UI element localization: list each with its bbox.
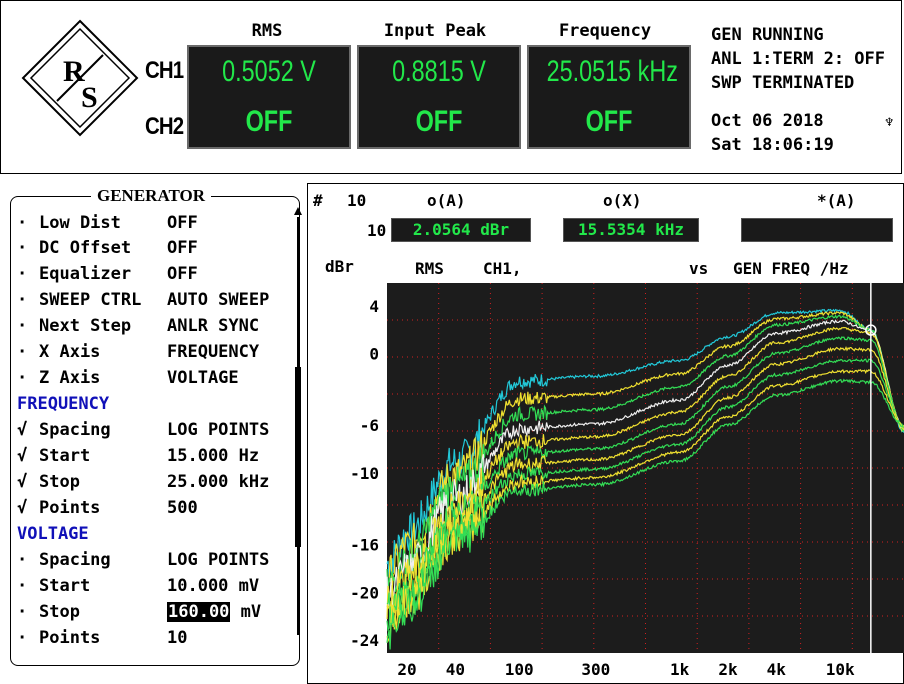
x-tick-label: 300	[581, 660, 610, 679]
status-sweep: SWP TERMINATED	[711, 71, 885, 95]
y-tick-label: -20	[350, 583, 379, 602]
x-tick-label: 10k	[826, 660, 855, 679]
scroll-up-arrow-icon[interactable]	[294, 207, 302, 215]
bullet-icon: ·	[17, 238, 33, 258]
x-tick-label: 2k	[718, 660, 738, 679]
y-tick-label: 0	[369, 345, 379, 364]
status-time: Sat 18:06:19	[711, 133, 885, 157]
rms-ch2-value: OFF	[207, 105, 332, 139]
frequency-title: Frequency	[525, 21, 685, 41]
frequency-display: 25.0515 kHz OFF	[527, 45, 691, 149]
generator-title: GENERATOR	[91, 186, 211, 206]
volt-stop-edit-field[interactable]: 160.00	[167, 602, 230, 622]
bullet-icon: ·	[17, 602, 33, 622]
check-icon: √	[17, 472, 33, 492]
rms-display: 0.5052 V OFF	[187, 45, 351, 149]
frequency-ch2-value: OFF	[547, 105, 672, 139]
sweep-plot[interactable]: 40-6-10-16-20-2420401003001k2k4k10k30k	[307, 183, 904, 684]
status-date: Oct 06 2018	[711, 109, 885, 133]
ch1-label: CH1	[145, 57, 183, 85]
status-anl: ANL 1:TERM 2: OFF	[711, 47, 885, 71]
section-voltage: VOLTAGE	[17, 524, 89, 544]
bullet-icon: ·	[17, 368, 33, 388]
x-tick-label: 1k	[670, 660, 690, 679]
mouse-icon: ♆	[885, 115, 893, 131]
input-peak-ch2-value: OFF	[377, 105, 502, 139]
bullet-icon: ·	[17, 290, 33, 310]
y-tick-label: -24	[350, 631, 379, 650]
status-panel: GEN RUNNING ANL 1:TERM 2: OFF SWP TERMIN…	[711, 23, 885, 157]
bullet-icon: ·	[17, 213, 33, 233]
input-peak-title: Input Peak	[355, 21, 515, 41]
bullet-icon: ·	[17, 342, 33, 362]
svg-text:S: S	[81, 81, 98, 114]
x-tick-label: 100	[505, 660, 534, 679]
rs-logo-icon: R S	[21, 19, 139, 137]
check-icon: √	[17, 420, 33, 440]
check-icon: √	[17, 498, 33, 518]
y-tick-label: -16	[350, 536, 379, 555]
y-tick-label: -10	[350, 464, 379, 483]
bullet-icon: ·	[17, 628, 33, 648]
bullet-icon: ·	[17, 550, 33, 570]
generator-scrollbar[interactable]	[295, 207, 303, 647]
graph-panel: # 10 o(A) o(X) *(A) 10 2.0564 dBr 15.535…	[307, 183, 904, 684]
bullet-icon: ·	[17, 264, 33, 284]
rms-title: RMS	[187, 21, 347, 41]
scroll-thumb[interactable]	[295, 367, 301, 547]
frequency-ch1-value: 25.0515 kHz	[547, 55, 672, 89]
y-tick-label: 4	[369, 297, 379, 316]
x-tick-label: 4k	[767, 660, 787, 679]
status-gen: GEN RUNNING	[711, 23, 885, 47]
input-peak-ch1-value: 0.8815 V	[377, 55, 502, 89]
generator-panel: GENERATOR · Low Dist OFF · DC Offset OFF…	[10, 196, 300, 666]
bullet-icon: ·	[17, 576, 33, 596]
x-tick-label: 40	[446, 660, 465, 679]
bullet-icon: ·	[17, 316, 33, 336]
rms-ch1-value: 0.5052 V	[207, 55, 332, 89]
check-icon: √	[17, 446, 33, 466]
ch2-label: CH2	[145, 113, 183, 141]
header-bar: R S CH1 CH2 RMS 0.5052 V OFF Input Peak …	[0, 0, 902, 174]
y-tick-label: -6	[360, 416, 379, 435]
section-frequency: FREQUENCY	[17, 394, 109, 414]
x-tick-label: 20	[397, 660, 416, 679]
input-peak-display: 0.8815 V OFF	[357, 45, 521, 149]
